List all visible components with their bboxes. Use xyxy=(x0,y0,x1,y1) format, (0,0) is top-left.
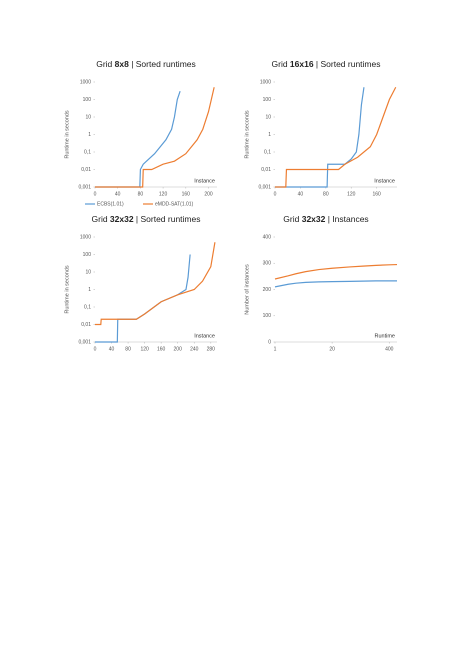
y-axis-label: Number of instances xyxy=(244,264,250,315)
y-tick-label: 0,001 xyxy=(78,339,91,345)
y-tick-label: 100 xyxy=(263,313,272,319)
x-tick-label: 120 xyxy=(347,191,356,197)
title-part: Grid xyxy=(96,59,114,69)
x-tick-label: 160 xyxy=(182,191,191,197)
title-part: Grid xyxy=(272,59,290,69)
x-tick-label: 120 xyxy=(159,191,168,197)
x-tick-label: 40 xyxy=(298,191,304,197)
x-tick-label: 1 xyxy=(274,346,277,352)
series-line xyxy=(274,263,398,280)
x-tick-label: 200 xyxy=(204,191,213,197)
series-line xyxy=(95,254,191,343)
x-tick-label: 0 xyxy=(274,191,277,197)
title-part: Grid xyxy=(92,214,110,224)
title-part: 32x32 xyxy=(302,214,326,224)
series-line xyxy=(95,87,215,188)
y-tick-label: 100 xyxy=(83,252,92,258)
chart: Grid 32x32 | Sorted runtimes Runtime in s… xyxy=(64,214,217,352)
x-tick-label: 400 xyxy=(385,346,394,352)
x-tick-label: 80 xyxy=(138,191,144,197)
title-part: | Sorted runtimes xyxy=(314,59,381,69)
y-tick-label: 0,01 xyxy=(81,322,91,328)
title-part: | Sorted runtimes xyxy=(129,59,196,69)
chart: Grid 16x16 | Sorted runtimes Runtime in s… xyxy=(244,59,397,197)
y-axis-label: Runtime in seconds xyxy=(244,110,250,159)
title-part: 32x32 xyxy=(110,214,134,224)
y-tick-label: 1 xyxy=(268,132,271,138)
y-tick-label: 0,001 xyxy=(78,184,91,190)
x-tick-label: 80 xyxy=(323,191,329,197)
y-tick-label: 100 xyxy=(263,97,272,103)
y-tick-label: 0,1 xyxy=(264,149,271,155)
y-tick-label: 1 xyxy=(88,287,91,293)
x-tick-label: 0 xyxy=(94,191,97,197)
x-tick-label: 0 xyxy=(94,346,97,352)
y-tick-label: 200 xyxy=(263,287,272,293)
y-tick-label: 300 xyxy=(263,261,272,267)
chart-title: Grid 32x32 | Sorted runtimes xyxy=(92,214,201,224)
series-line xyxy=(275,87,365,188)
x-tick-label: 200 xyxy=(174,346,183,352)
x-tick-label: 80 xyxy=(125,346,131,352)
y-tick-label: 10 xyxy=(85,269,91,275)
series-line xyxy=(274,280,397,288)
x-tick-label: 160 xyxy=(372,191,381,197)
y-tick-label: 400 xyxy=(263,234,272,240)
y-tick-label: 1000 xyxy=(260,79,271,85)
y-tick-label: 1 xyxy=(88,132,91,138)
y-tick-label: 0,01 xyxy=(261,167,271,173)
x-axis-label: Runtime xyxy=(375,333,395,339)
x-tick-label: 160 xyxy=(157,346,166,352)
series-line xyxy=(275,86,397,188)
x-tick-label: 40 xyxy=(109,346,115,352)
x-tick-label: 40 xyxy=(115,191,121,197)
x-axis-label: Instance xyxy=(194,178,215,184)
title-part: | Instances xyxy=(325,214,368,224)
y-tick-label: 0,01 xyxy=(81,167,91,173)
chart-title: Grid 16x16 | Sorted runtimes xyxy=(272,59,381,69)
chart-title: Grid 32x32 | Instances xyxy=(283,214,368,224)
series-line xyxy=(95,242,216,326)
y-tick-label: 0,001 xyxy=(258,184,271,190)
y-tick-label: 1000 xyxy=(80,79,91,85)
y-tick-label: 10 xyxy=(85,114,91,120)
title-part: 16x16 xyxy=(290,59,314,69)
chart-title: Grid 8x8 | Sorted runtimes xyxy=(96,59,196,69)
x-tick-label: 280 xyxy=(207,346,216,352)
legend-label: eMDD-SAT(1.01) xyxy=(155,201,194,207)
y-tick-label: 0,1 xyxy=(84,149,91,155)
title-part: 8x8 xyxy=(115,59,129,69)
chart: Grid 32x32 | Instances Number of instance… xyxy=(244,214,398,352)
y-tick-label: 100 xyxy=(83,97,92,103)
y-tick-label: 1000 xyxy=(80,234,91,240)
x-tick-label: 20 xyxy=(329,346,335,352)
x-axis-label: Instance xyxy=(374,178,395,184)
title-part: | Sorted runtimes xyxy=(134,214,201,224)
y-axis-label: Runtime in seconds xyxy=(64,265,70,314)
x-tick-label: 240 xyxy=(190,346,199,352)
series-line xyxy=(95,90,181,188)
y-tick-label: 0,1 xyxy=(84,304,91,310)
y-tick-label: 10 xyxy=(265,114,271,120)
chart: Grid 8x8 | Sorted runtimes Runtime in sec… xyxy=(64,59,217,207)
y-axis-label: Runtime in seconds xyxy=(64,110,70,159)
title-part: Grid xyxy=(283,214,301,224)
x-axis-label: Instance xyxy=(194,333,215,339)
x-tick-label: 120 xyxy=(140,346,149,352)
legend-label: ECBS(1.01) xyxy=(97,201,124,207)
y-tick-label: 0 xyxy=(268,339,271,345)
